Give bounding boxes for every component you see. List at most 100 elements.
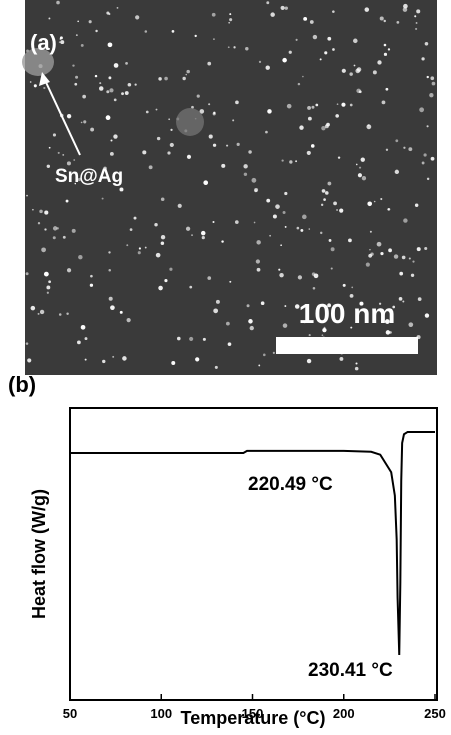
- particle: [112, 356, 114, 358]
- particle: [235, 220, 239, 224]
- particle: [213, 112, 216, 115]
- particle: [213, 38, 215, 40]
- particle: [247, 304, 250, 307]
- particle: [67, 114, 71, 118]
- particle: [380, 16, 384, 20]
- particle: [113, 134, 117, 138]
- particle: [377, 242, 382, 247]
- particle: [388, 48, 390, 50]
- particle: [38, 313, 40, 315]
- particle: [77, 341, 81, 345]
- particle: [348, 238, 352, 242]
- particle: [53, 236, 56, 239]
- particle: [307, 151, 311, 155]
- particle: [382, 100, 386, 104]
- particle: [203, 338, 206, 341]
- particle: [44, 211, 48, 215]
- particle: [300, 229, 303, 232]
- particle: [329, 239, 332, 242]
- particle: [244, 173, 247, 176]
- particle: [386, 149, 388, 151]
- particle: [339, 209, 343, 213]
- particle: [384, 53, 387, 56]
- particle: [209, 135, 213, 139]
- particle: [321, 204, 323, 206]
- particle: [355, 367, 359, 371]
- particle: [46, 286, 50, 290]
- particle: [145, 30, 148, 33]
- particle: [411, 274, 414, 277]
- particle: [261, 301, 265, 305]
- particle: [266, 199, 270, 203]
- particle: [164, 279, 167, 282]
- particle: [197, 95, 200, 98]
- particle: [135, 84, 137, 86]
- particle: [256, 240, 260, 244]
- particle: [275, 204, 280, 209]
- particle: [387, 208, 389, 210]
- particle: [431, 157, 435, 161]
- annotation: 220.49 °C: [248, 474, 333, 495]
- particle: [250, 326, 254, 330]
- particle: [427, 178, 429, 180]
- particle: [266, 1, 269, 4]
- particle: [302, 76, 304, 78]
- particle: [229, 281, 231, 283]
- particle: [146, 111, 149, 114]
- particle: [108, 251, 110, 253]
- particle: [44, 228, 46, 230]
- particle: [138, 251, 141, 254]
- particle: [72, 229, 76, 233]
- particle: [76, 34, 78, 36]
- particle: [185, 74, 187, 76]
- particle: [110, 139, 112, 141]
- particle: [279, 273, 283, 277]
- particle: [402, 256, 406, 260]
- particle: [343, 284, 346, 287]
- particle: [81, 44, 84, 47]
- particle: [48, 18, 50, 20]
- particle: [72, 64, 74, 66]
- particle: [421, 57, 424, 60]
- particle: [333, 202, 337, 206]
- x-tick-label: 250: [424, 706, 446, 721]
- particle: [366, 263, 370, 267]
- particle: [427, 76, 429, 78]
- particle: [278, 269, 280, 271]
- particle: [245, 47, 248, 50]
- particle: [30, 81, 32, 83]
- particle: [90, 128, 94, 132]
- particle: [170, 143, 174, 147]
- particle: [394, 254, 398, 258]
- particle: [273, 214, 277, 218]
- particle: [321, 126, 325, 130]
- particle: [403, 218, 407, 222]
- particle: [26, 195, 28, 197]
- particle: [39, 210, 43, 214]
- particle: [81, 122, 83, 124]
- particle: [135, 15, 139, 19]
- particle: [110, 152, 114, 156]
- particle: [128, 83, 132, 87]
- particle: [327, 37, 331, 41]
- particle: [313, 35, 317, 39]
- particle: [228, 22, 230, 24]
- particle: [269, 235, 271, 237]
- particle: [256, 259, 260, 263]
- particle: [326, 123, 330, 127]
- particle: [416, 9, 420, 13]
- particle: [169, 268, 172, 271]
- particle: [109, 297, 113, 301]
- particle: [99, 82, 101, 84]
- particle: [296, 39, 298, 41]
- particle: [48, 280, 51, 283]
- particle: [142, 150, 146, 154]
- particle: [228, 342, 232, 346]
- particle: [380, 198, 382, 200]
- particle: [85, 337, 88, 340]
- particle: [56, 227, 58, 229]
- particle: [289, 51, 292, 54]
- particle: [114, 63, 119, 68]
- particle: [226, 322, 230, 326]
- particle: [109, 88, 113, 92]
